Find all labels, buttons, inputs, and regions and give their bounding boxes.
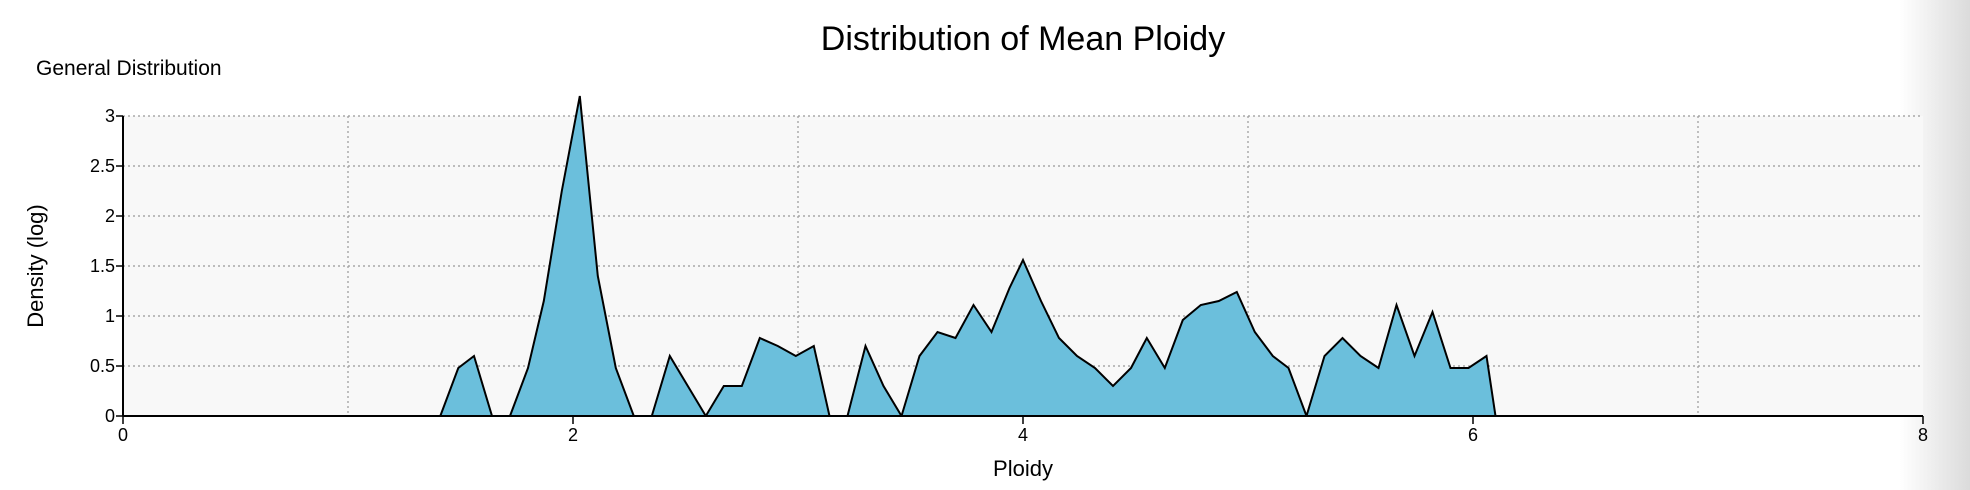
density-area [508, 95, 636, 417]
y-tick-label: 3 [105, 106, 115, 126]
x-tick-label: 2 [568, 425, 578, 445]
chart-title: Distribution of Mean Ploidy [821, 20, 1225, 58]
y-axis-title: Density (log) [23, 204, 48, 327]
x-tick-label: 4 [1018, 425, 1028, 445]
ticks: 0 0.5 1 1.5 2 2.5 3 0 2 4 6 8 [90, 106, 1928, 445]
x-tick-label: 6 [1468, 425, 1478, 445]
y-tick-label: 0.5 [90, 356, 115, 376]
y-tick-label: 1 [105, 306, 115, 326]
x-tick-label: 8 [1918, 425, 1928, 445]
density-area [900, 257, 1308, 417]
density-areas [438, 95, 1497, 417]
y-tick-label: 0 [105, 406, 115, 426]
y-tick-label: 2 [105, 206, 115, 226]
density-area [704, 336, 831, 417]
density-area [1305, 301, 1497, 417]
chart-subtitle: General Distribution [36, 57, 222, 80]
x-axis-title: Ploidy [993, 456, 1053, 481]
x-tick-label: 0 [118, 425, 128, 445]
y-tick-label: 1.5 [90, 256, 115, 276]
y-tick-label: 2.5 [90, 156, 115, 176]
